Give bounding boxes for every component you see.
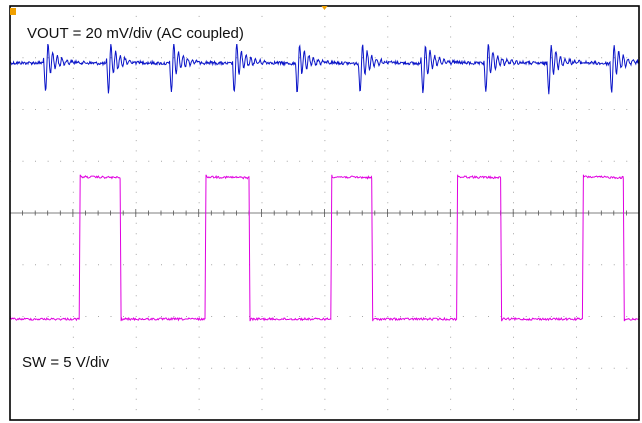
sw-trace	[9, 174, 639, 322]
sw-label-bg	[20, 348, 150, 374]
vout-trace	[9, 43, 640, 95]
vout-channel-label: VOUT = 20 mV/div (AC coupled)	[27, 25, 244, 42]
vout-label-bg	[20, 18, 310, 44]
trigger-position-marker	[321, 6, 328, 10]
channel-indicator-marker	[10, 8, 16, 15]
markers	[10, 6, 328, 15]
traces	[9, 43, 640, 322]
sw-channel-label: SW = 5 V/div	[22, 354, 110, 371]
